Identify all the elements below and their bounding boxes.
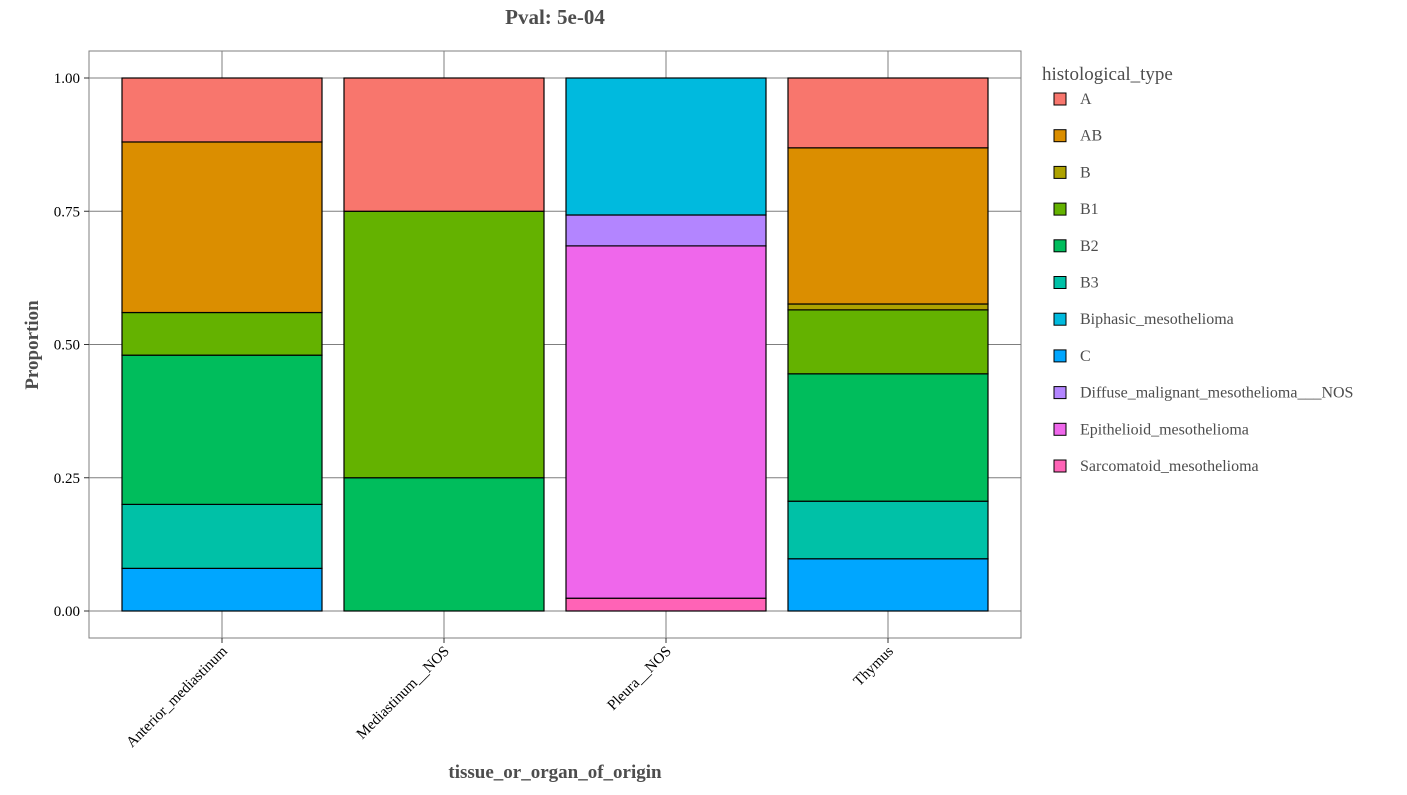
bar-segment-a bbox=[787, 77, 989, 149]
bar-segment-a bbox=[343, 77, 545, 212]
legend-title: histological_type bbox=[1042, 64, 1173, 85]
bar-segment-sarcomatoid_mesothelioma bbox=[565, 597, 767, 612]
legend-key bbox=[1053, 276, 1067, 289]
bar-segment-b1 bbox=[121, 311, 323, 356]
legend-label: B bbox=[1080, 164, 1091, 181]
bar-segment-b2 bbox=[787, 373, 989, 502]
legend-label: A bbox=[1080, 91, 1092, 108]
bar-segment-ab bbox=[121, 141, 323, 314]
y-tick-label: 0.00 bbox=[54, 604, 80, 620]
x-axis-label: tissue_or_organ_of_origin bbox=[448, 762, 662, 783]
legend-key bbox=[1053, 129, 1067, 143]
legend-key bbox=[1053, 349, 1067, 363]
bar-segment-ab bbox=[787, 147, 989, 305]
bar-segment-b1 bbox=[343, 210, 545, 479]
legend-key bbox=[1053, 312, 1067, 326]
legend-label: Epithelioid_mesothelioma bbox=[1080, 421, 1249, 438]
bar-segment-epithelioid_mesothelioma bbox=[565, 245, 767, 599]
legend-label: B3 bbox=[1080, 275, 1099, 292]
legend-key bbox=[1053, 422, 1067, 436]
legend-key bbox=[1053, 239, 1067, 253]
chart-title: Pval: 5e-04 bbox=[505, 5, 605, 29]
bar-segment-b1 bbox=[787, 309, 989, 375]
legend-label: Biphasic_mesothelioma bbox=[1080, 311, 1234, 328]
legend-label: AB bbox=[1080, 128, 1102, 145]
x-tick-label: Mediastinum__NOS bbox=[354, 644, 453, 743]
legend-label: B1 bbox=[1080, 201, 1099, 218]
legend-key bbox=[1053, 92, 1067, 106]
legend-key bbox=[1053, 202, 1067, 216]
legend-key bbox=[1053, 459, 1067, 473]
x-tick-label: Anterior_mediastinum bbox=[123, 643, 231, 751]
y-tick-label: 0.75 bbox=[54, 204, 80, 220]
bar-segment-b3 bbox=[121, 503, 323, 569]
x-tick-label: Thymus bbox=[851, 643, 897, 689]
bar-segment-b2 bbox=[343, 477, 545, 612]
bar-segment-c bbox=[787, 558, 989, 612]
y-tick-label: 0.25 bbox=[54, 471, 80, 487]
bar-segment-a bbox=[121, 77, 323, 143]
y-tick-label: 1.00 bbox=[54, 71, 80, 87]
legend-label: B2 bbox=[1080, 238, 1099, 255]
bar-segment-diffuse_malignant_mesothelioma___nos bbox=[565, 214, 767, 247]
bar-segment-b bbox=[787, 303, 989, 311]
x-tick-label: Pleura__NOS bbox=[605, 644, 675, 714]
bar-segment-b2 bbox=[121, 354, 323, 506]
legend-label: Sarcomatoid_mesothelioma bbox=[1080, 458, 1259, 475]
legend-key bbox=[1053, 165, 1067, 179]
legend-key bbox=[1053, 386, 1067, 400]
bar-segment-b3 bbox=[787, 500, 989, 560]
y-axis-label: Proportion bbox=[22, 300, 43, 390]
legend-label: C bbox=[1080, 348, 1091, 365]
bar-segment-c bbox=[121, 567, 323, 612]
bar-segment-biphasic_mesothelioma bbox=[565, 77, 767, 216]
y-tick-label: 0.50 bbox=[54, 338, 80, 354]
legend-label: Diffuse_malignant_mesothelioma___NOS bbox=[1080, 385, 1353, 402]
